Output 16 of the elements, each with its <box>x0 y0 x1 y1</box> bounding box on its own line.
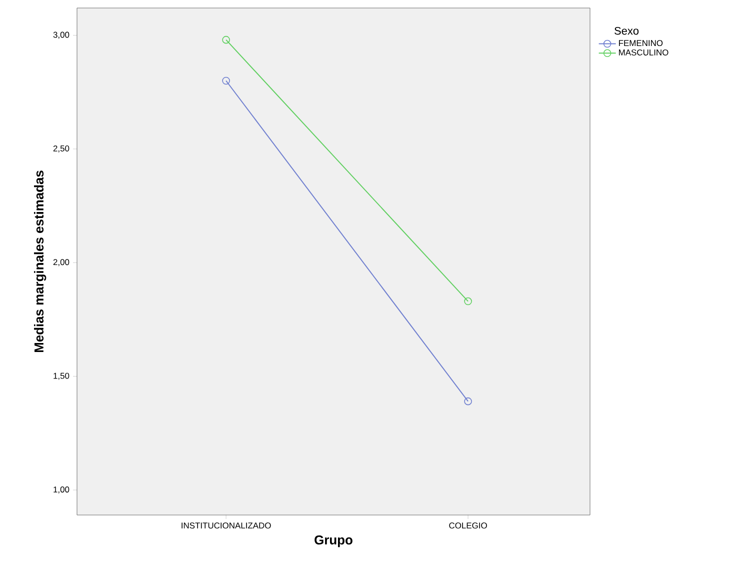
point <box>222 76 230 85</box>
point <box>464 297 472 306</box>
y-tick-label: 1,50 <box>54 372 70 380</box>
legend-label: MASCULINO <box>619 49 668 56</box>
y-tick-label: 2,50 <box>53 145 70 152</box>
x-tick-label: COLEGIO <box>449 522 487 529</box>
y-tick-label: 3,00 <box>53 32 70 39</box>
x-axis-title: Grupo <box>314 535 352 548</box>
y-tick-label: 2,00 <box>53 259 70 266</box>
point <box>222 36 230 44</box>
legend-title: Sexo <box>614 26 639 35</box>
legend-label: FEMENINO <box>619 40 663 46</box>
x-tick-label: INSTITUCIONALIZADO <box>182 522 271 529</box>
y-tick-label: 1,00 <box>54 486 70 494</box>
point <box>464 397 472 406</box>
y-axis-title: Medias marginales estimadas <box>34 170 46 352</box>
